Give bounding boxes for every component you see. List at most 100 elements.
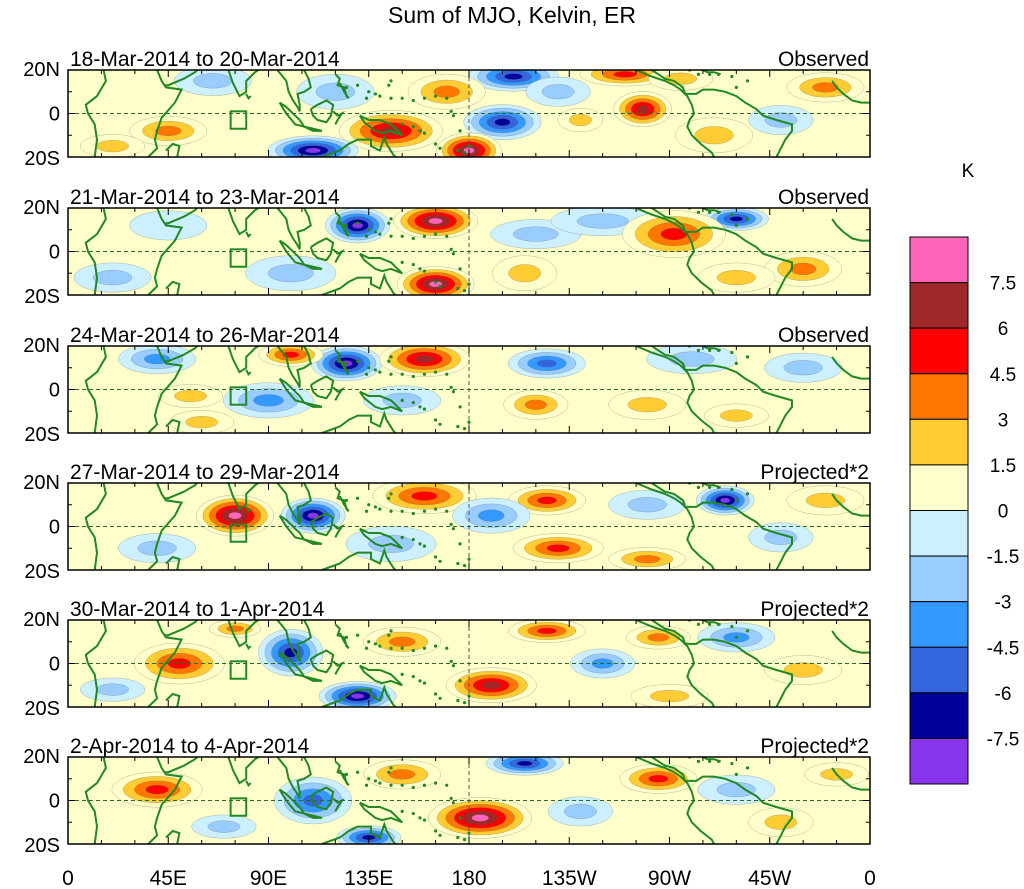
coastline [303, 538, 323, 545]
coastline [147, 346, 184, 433]
island [745, 629, 750, 633]
island [389, 783, 393, 787]
y-tick-label: 20S [24, 148, 60, 170]
island [387, 633, 391, 637]
island [467, 557, 471, 561]
island [433, 555, 438, 559]
contour-level [790, 262, 817, 275]
coastline [147, 757, 184, 844]
anomaly-2 [393, 208, 478, 239]
island [462, 427, 467, 431]
colorbar-swatch [909, 692, 969, 739]
contour-level [576, 213, 629, 229]
island [418, 405, 422, 409]
island [387, 496, 391, 500]
coastline [334, 760, 350, 787]
x-tick-label: 0 [62, 867, 74, 889]
island [378, 644, 382, 648]
coastline [635, 70, 715, 157]
colorbar-swatch [909, 555, 969, 603]
anomaly-12 [73, 262, 152, 293]
island [696, 72, 701, 76]
island [449, 247, 453, 251]
island [696, 485, 701, 489]
anomaly-9 [492, 255, 558, 292]
island [389, 217, 393, 221]
island [387, 221, 391, 225]
contour-level [783, 360, 823, 376]
contour-level [185, 416, 218, 429]
island [458, 816, 462, 820]
anomaly-9 [503, 389, 569, 420]
anomaly-11 [191, 814, 257, 839]
contour-level [524, 399, 547, 410]
island [716, 622, 721, 626]
anomaly-13 [209, 620, 262, 638]
coastlines [84, 620, 870, 707]
island [344, 85, 349, 89]
coastline [147, 483, 184, 570]
island [730, 761, 734, 766]
coastline [226, 346, 261, 374]
colorbar-swatch [909, 510, 969, 557]
coastline [278, 514, 307, 542]
coastline [303, 675, 323, 682]
anomaly-14 [703, 403, 769, 428]
coastline [165, 142, 181, 157]
coastline [276, 757, 312, 799]
island [422, 544, 427, 548]
anomaly-13 [169, 410, 235, 433]
island [422, 96, 427, 100]
panel-period-label: 24-Mar-2014 to 26-Mar-2014 [70, 324, 340, 347]
panel-kind-label: Projected*2 [760, 461, 869, 484]
contour-level [648, 774, 669, 783]
coastline [165, 829, 181, 844]
island [696, 759, 701, 763]
island [344, 635, 349, 640]
contour-level [92, 270, 133, 286]
coastline [163, 483, 198, 500]
island [389, 234, 393, 238]
coastline [321, 134, 397, 157]
contour-level [428, 217, 443, 225]
reference-box [229, 110, 248, 130]
panel-period-label: 30-Mar-2014 to 1-Apr-2014 [70, 598, 325, 621]
island [456, 286, 460, 291]
island [367, 640, 371, 644]
contour-level [613, 71, 637, 78]
anomaly-11 [80, 677, 146, 702]
island [708, 622, 712, 626]
coastline [84, 483, 107, 570]
island [418, 816, 422, 820]
island [373, 368, 378, 372]
y-tick-label: 0 [49, 517, 60, 539]
island [411, 236, 415, 241]
y-tick-label: 20S [24, 835, 60, 857]
island [716, 210, 721, 214]
island [433, 507, 438, 511]
island [451, 390, 456, 394]
y-tick-label: 20S [24, 424, 60, 446]
coastline [84, 620, 107, 707]
coastline [165, 692, 181, 707]
island [356, 633, 360, 637]
reference-box [229, 386, 248, 406]
anomaly-7 [622, 210, 726, 258]
x-axis: 0 45E 90E 135E 180 135W 90W 45W 0 [62, 867, 876, 889]
contour-level [504, 73, 523, 80]
panel-period-label: 27-Mar-2014 to 29-Mar-2014 [70, 461, 340, 484]
anomaly-8 [508, 348, 586, 379]
island [422, 234, 427, 238]
contour-level [694, 126, 734, 145]
anomaly-10 [764, 655, 843, 685]
colorbar-level-label: 0 [998, 502, 1009, 523]
island [445, 509, 449, 513]
coastline [165, 418, 181, 433]
colorbar-level-label: 1.5 [990, 456, 1016, 477]
island [716, 348, 721, 352]
coastline [358, 114, 403, 137]
coastline [245, 231, 252, 238]
coastline [278, 239, 307, 267]
island [433, 781, 438, 785]
contour-level [636, 105, 649, 113]
